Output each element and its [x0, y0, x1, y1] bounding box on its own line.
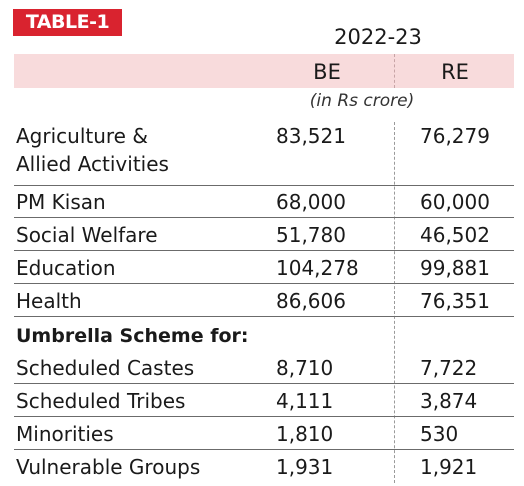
row-label-line: Allied Activities: [16, 152, 169, 176]
row-label: Scheduled Castes: [16, 356, 195, 380]
unit-note: (in Rs crore): [309, 91, 415, 111]
column-header-be: BE: [313, 60, 341, 84]
column-header-re: RE: [441, 60, 469, 84]
be-value: 86,606: [276, 289, 346, 313]
table-row: Minorities 1,810 530: [14, 420, 514, 450]
table-row: Scheduled Tribes 4,111 3,874: [14, 387, 514, 417]
be-value: 83,521: [276, 124, 346, 148]
be-value: 51,780: [276, 223, 346, 247]
table-row: Social Welfare 51,780 46,502: [14, 221, 514, 251]
be-value: 1,931: [276, 455, 334, 479]
table-title-badge: TABLE-1: [13, 9, 122, 36]
table-row: Vulnerable Groups 1,931 1,921: [14, 453, 514, 482]
row-label: Minorities: [16, 422, 114, 446]
row-label: Education: [16, 256, 116, 280]
table-row: Scheduled Castes 8,710 7,722: [14, 354, 514, 384]
umbrella-scheme-heading: Umbrella Scheme for:: [16, 325, 249, 347]
re-value: 7,722: [420, 356, 478, 380]
be-value: 104,278: [276, 256, 359, 280]
re-value: 46,502: [420, 223, 490, 247]
re-value: 530: [420, 422, 459, 446]
header-column-divider: [394, 54, 395, 88]
be-value: 68,000: [276, 190, 346, 214]
row-label: Vulnerable Groups: [16, 455, 201, 479]
re-value: 3,874: [420, 389, 478, 413]
re-value: 76,279: [420, 124, 490, 148]
row-label: PM Kisan: [16, 190, 106, 214]
column-header-band: [14, 54, 514, 88]
row-label: Social Welfare: [16, 223, 158, 247]
body-column-divider: [394, 122, 395, 483]
be-value: 1,810: [276, 422, 334, 446]
table-row: PM Kisan 68,000 60,000: [14, 188, 514, 218]
table-row: Agriculture & Allied Activities 83,521 7…: [14, 122, 514, 186]
year-heading: 2022-23: [334, 25, 422, 49]
row-label: Health: [16, 289, 82, 313]
re-value: 99,881: [420, 256, 490, 280]
table-row: Health 86,606 76,351: [14, 287, 514, 317]
be-value: 4,111: [276, 389, 334, 413]
be-value: 8,710: [276, 356, 334, 380]
table-row: Education 104,278 99,881: [14, 254, 514, 284]
re-value: 1,921: [420, 455, 478, 479]
re-value: 76,351: [420, 289, 490, 313]
re-value: 60,000: [420, 190, 490, 214]
row-label: Scheduled Tribes: [16, 389, 186, 413]
subheading-row: Umbrella Scheme for:: [14, 322, 514, 351]
row-label-line: Agriculture &: [16, 124, 148, 148]
row-label: Agriculture & Allied Activities: [16, 122, 169, 178]
